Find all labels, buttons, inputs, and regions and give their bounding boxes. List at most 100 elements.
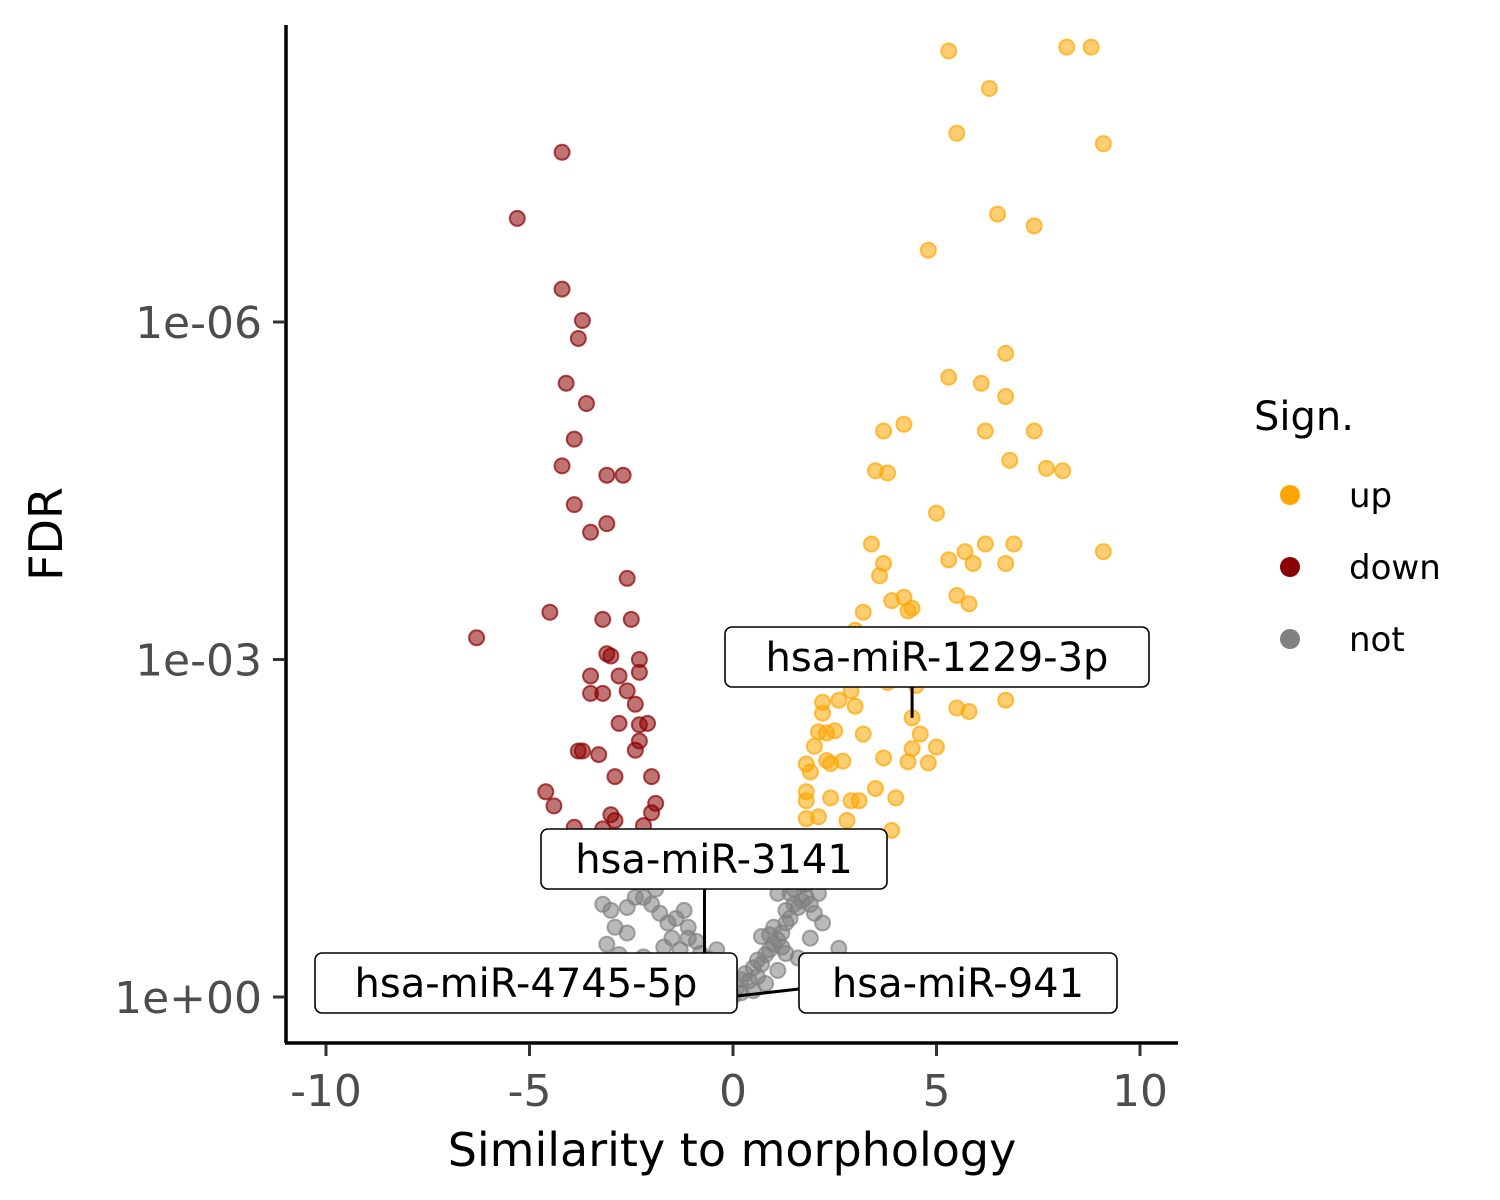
point-not (598, 935, 616, 953)
point-down (598, 515, 616, 533)
point-up (976, 535, 994, 553)
point-up (940, 551, 958, 569)
point-up (997, 344, 1015, 362)
point-down (606, 768, 624, 786)
annotation-label: hsa-miR-3141 (575, 837, 853, 883)
point-up (976, 422, 994, 440)
point-up (826, 722, 844, 740)
point-not (675, 901, 693, 919)
point-up (866, 779, 884, 797)
point-up (928, 738, 945, 756)
point-up (805, 737, 823, 755)
point-not (752, 928, 770, 946)
point-not (814, 914, 832, 932)
point-down (643, 804, 661, 822)
point-up (862, 535, 880, 553)
point-up (948, 124, 966, 142)
legend-title: Sign. (1254, 394, 1354, 440)
point-up (1094, 135, 1112, 153)
point-up (972, 374, 990, 392)
point-down (594, 684, 612, 702)
point-up (854, 725, 872, 743)
point-down (614, 466, 632, 484)
point-up (875, 749, 893, 767)
legend-label-up: up (1349, 476, 1392, 516)
point-up (1054, 462, 1072, 480)
point-up (1001, 451, 1019, 469)
point-down (582, 523, 600, 541)
point-down (553, 143, 571, 161)
x-tick-label: 0 (719, 1066, 747, 1117)
point-up (997, 388, 1015, 406)
point-down (602, 647, 620, 665)
x-tick-label: 5 (923, 1066, 951, 1117)
x-ticks: -10 -5 0 5 10 (290, 1044, 1168, 1117)
point-down (643, 768, 661, 786)
point-up (956, 543, 974, 561)
y-tick-label: 1e-06 (135, 298, 262, 349)
point-down (545, 797, 563, 815)
point-up (1025, 422, 1043, 440)
point-down (622, 610, 640, 628)
point-up (883, 592, 901, 610)
point-up (850, 792, 868, 810)
point-up (822, 754, 840, 772)
point-up (1005, 535, 1023, 553)
annotation-layer: hsa-miR-1229-3p hsa-miR-3141 hsa-miR-4745-… (314, 626, 1150, 1014)
point-up (989, 205, 1007, 223)
point-down (468, 629, 486, 647)
point-down (610, 667, 628, 685)
point-up (919, 241, 937, 259)
point-up (964, 554, 982, 572)
annotation-box (540, 828, 888, 890)
point-up (871, 567, 889, 585)
point-up (1058, 38, 1076, 56)
point-up (940, 368, 958, 386)
legend-swatch-not (1280, 629, 1300, 649)
legend-label-down: down (1349, 548, 1441, 588)
y-tick-label: 1e-03 (135, 636, 262, 687)
point-up (899, 602, 917, 620)
point-up (854, 603, 872, 621)
point-not (626, 888, 644, 906)
point-down (639, 714, 657, 732)
point-down (569, 329, 587, 347)
annotation-box (798, 952, 1118, 1014)
x-tick-label: -10 (290, 1066, 362, 1117)
point-up (1037, 459, 1055, 477)
point-up (980, 79, 998, 97)
point-down (594, 610, 612, 628)
point-down (626, 741, 644, 759)
point-up (797, 792, 815, 810)
point-down (610, 714, 628, 732)
point-down (565, 496, 583, 514)
point-down (553, 457, 571, 475)
point-up (895, 415, 913, 433)
point-up (801, 763, 819, 781)
point-up (997, 554, 1015, 572)
point-not (618, 924, 636, 942)
point-down (618, 682, 636, 700)
point-up (879, 464, 897, 482)
point-up (928, 504, 945, 522)
annotation-label: hsa-miR-4745-5p (355, 961, 698, 1007)
point-up (899, 753, 917, 771)
point-up (875, 422, 893, 440)
legend-label-not: not (1349, 620, 1405, 660)
x-axis-title: Similarity to morphology (448, 1123, 1017, 1177)
point-down (582, 667, 600, 685)
point-up (887, 789, 905, 807)
point-down (618, 569, 636, 587)
point-down (577, 394, 595, 412)
point-down (537, 783, 555, 801)
annotation-box (724, 626, 1150, 688)
y-tick-label: 1e+00 (114, 973, 262, 1024)
point-up (846, 697, 864, 715)
point-not (757, 975, 775, 993)
point-up (911, 725, 929, 743)
point-down (630, 663, 648, 681)
point-up (997, 691, 1015, 709)
point-up (960, 703, 978, 721)
point-up (822, 789, 840, 807)
